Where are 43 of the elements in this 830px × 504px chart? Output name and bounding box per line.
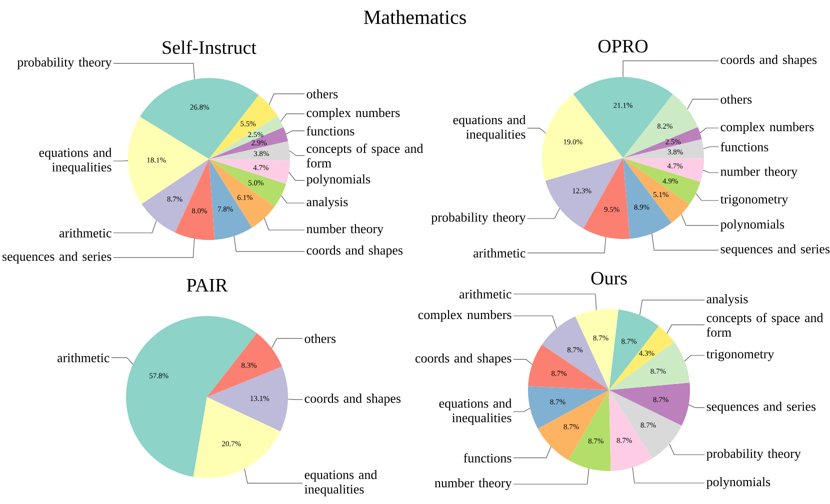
slice-label: equations and inequalities <box>39 148 112 174</box>
slice-label: sequences and series <box>706 402 816 414</box>
slice-label: probability theory <box>431 212 526 224</box>
slice-label: concepts of space and form <box>706 312 824 337</box>
slice-label: arithmetic <box>459 289 512 299</box>
slice-label: probability theory <box>706 448 801 461</box>
slice-label: polynomials <box>706 477 770 489</box>
slice-label: number theory <box>720 166 798 179</box>
chart-title: Ours <box>591 272 627 285</box>
slice-label: functions <box>306 126 354 136</box>
slice-label: trigonometry <box>720 194 788 206</box>
slice-label: arithmetic <box>57 353 110 362</box>
slice-label: analysis <box>706 294 748 306</box>
slice-label: equations and inequalities <box>304 470 378 496</box>
slice-label: equations and inequalities <box>439 398 512 425</box>
chart-title: Self-Instruct <box>162 40 256 54</box>
slice-label: arithmetic <box>473 248 526 258</box>
slice-label: coords and shapes <box>720 54 817 67</box>
slice-label: others <box>306 89 338 98</box>
slice-label: complex numbers <box>720 122 814 134</box>
slice-label: others <box>304 334 336 344</box>
slice-label: coords and shapes <box>415 353 512 366</box>
slice-label: number theory <box>434 478 512 490</box>
slice-label: trigonometry <box>706 350 774 362</box>
slice-label: coords and shapes <box>306 246 403 258</box>
text: Mathematics <box>364 10 466 24</box>
slice-label: functions <box>464 453 512 462</box>
chart-title: PAIR <box>186 278 228 292</box>
slice-label: equations and inequalities <box>453 115 526 142</box>
slice-label: functions <box>720 142 768 152</box>
slice-label: complex numbers <box>306 108 400 120</box>
slice-label: sequences and series <box>720 244 830 256</box>
slice-label: sequences and series <box>2 252 112 264</box>
slice-label: complex numbers <box>418 310 512 322</box>
slice-label: others <box>720 94 752 104</box>
slice-label: probability theory <box>17 57 112 70</box>
slice-label: polynomials <box>720 220 784 232</box>
slice-label: number theory <box>306 224 384 236</box>
slice-label: arithmetic <box>59 228 112 238</box>
slice-label: polynomials <box>306 174 370 186</box>
slice-label: coords and shapes <box>304 394 401 406</box>
chart-title: OPRO <box>598 40 648 53</box>
slice-label: analysis <box>306 197 348 209</box>
